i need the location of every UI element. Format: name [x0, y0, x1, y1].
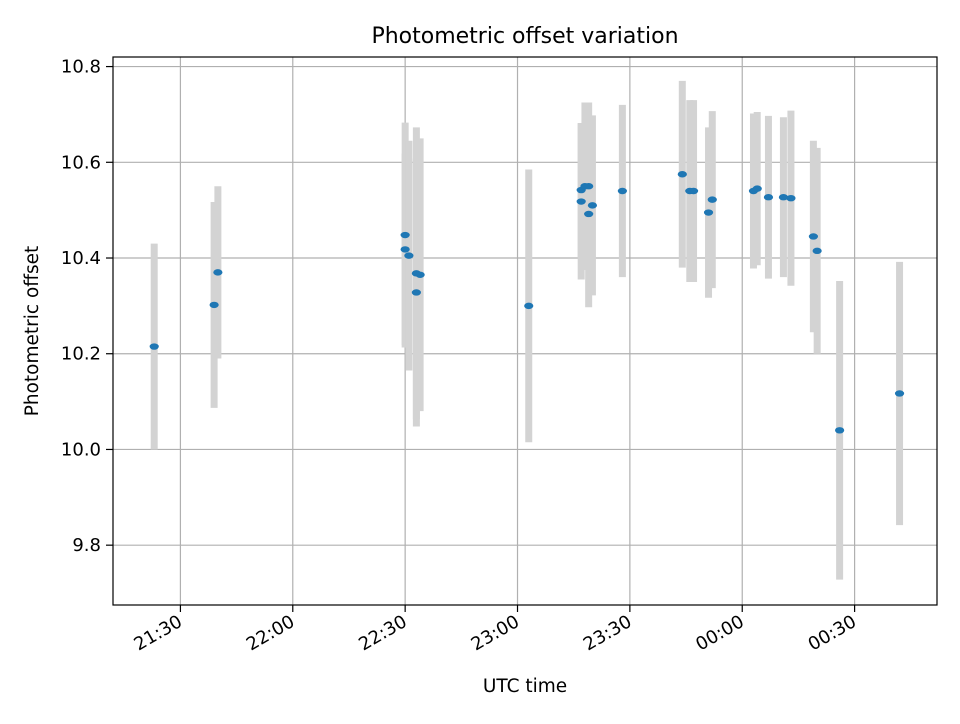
x-axis-label: UTC time [483, 676, 567, 697]
data-point [576, 198, 586, 205]
data-point [584, 183, 594, 190]
data-point [812, 247, 822, 255]
y-tick-label: 10.4 [61, 248, 101, 269]
data-point [778, 194, 789, 201]
data-point [209, 301, 219, 309]
data-point [703, 209, 714, 216]
y-tick-label: 10.6 [61, 152, 101, 173]
data-point [894, 390, 905, 397]
chart-title: Photometric offset variation [371, 24, 678, 49]
data-point [149, 343, 159, 350]
data-point [400, 246, 410, 253]
data-point [400, 231, 410, 239]
y-axis-ticks: 9.8 10.0 10.2 10.4 10.6 10.8 [61, 57, 113, 556]
data-point [213, 269, 223, 276]
data-point [415, 271, 425, 278]
y-tick-label: 10.0 [61, 439, 101, 460]
data-point [752, 185, 762, 192]
point-layer [149, 171, 905, 434]
data-point [617, 187, 627, 195]
data-point [688, 187, 699, 195]
data-point [677, 171, 687, 178]
data-point [786, 194, 796, 202]
y-tick-label: 9.8 [72, 535, 101, 556]
y-tick-label: 10.8 [61, 57, 101, 78]
data-point [707, 196, 717, 203]
data-point [584, 210, 594, 218]
plot-frame [112, 56, 938, 606]
data-point [763, 194, 774, 201]
data-point [411, 289, 421, 296]
grid-layer [113, 57, 937, 605]
data-point [808, 233, 819, 240]
data-point [524, 302, 534, 310]
data-point [587, 202, 598, 209]
data-point [404, 252, 414, 259]
data-point [835, 427, 845, 434]
y-axis-label: Photometric offset [22, 246, 43, 417]
y-tick-label: 10.2 [61, 344, 101, 365]
